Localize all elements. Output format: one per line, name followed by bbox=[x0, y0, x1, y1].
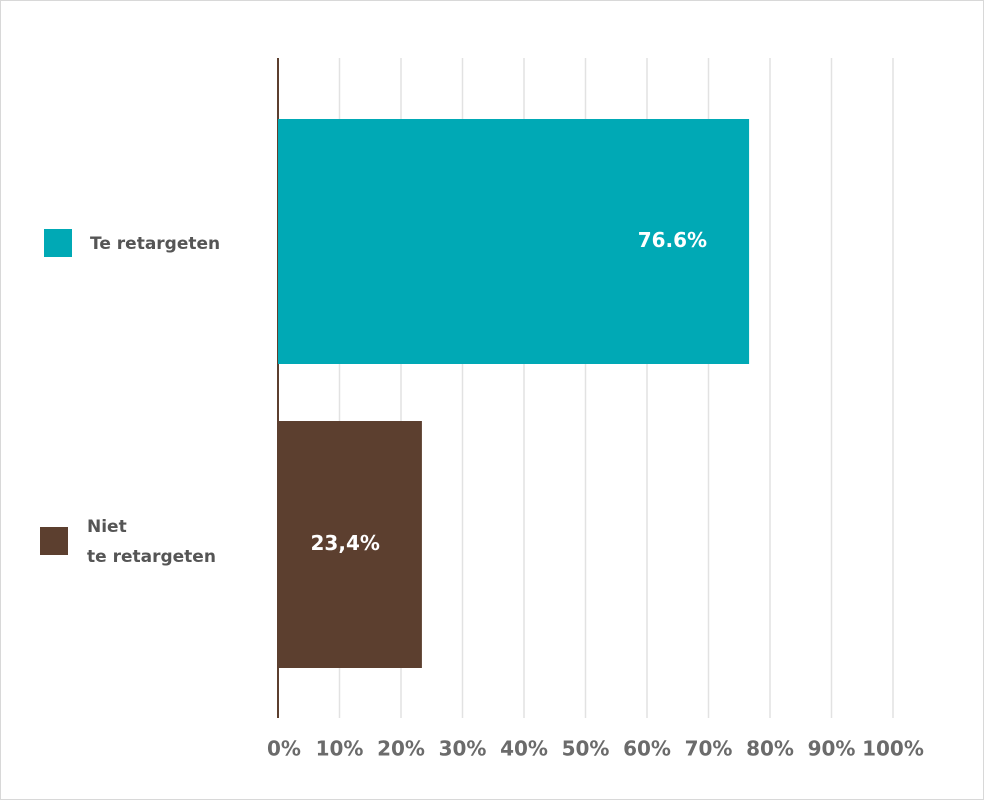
x-tick-label: 70% bbox=[685, 737, 733, 761]
x-tick-label: 10% bbox=[316, 737, 364, 761]
x-tick-label: 0% bbox=[267, 737, 301, 761]
x-tick-label: 20% bbox=[377, 737, 425, 761]
x-tick-label: 90% bbox=[808, 737, 856, 761]
label-line: te retargeten bbox=[87, 547, 216, 567]
value-label: 76.6% bbox=[638, 228, 707, 252]
x-tick-label: 80% bbox=[746, 737, 794, 761]
x-tick-label: 30% bbox=[439, 737, 487, 761]
bar bbox=[278, 421, 422, 668]
legend-swatch bbox=[40, 527, 68, 555]
legend-swatch bbox=[44, 229, 72, 257]
x-tick-label: 40% bbox=[500, 737, 548, 761]
value-label: 23,4% bbox=[311, 531, 380, 555]
x-tick-label: 60% bbox=[623, 737, 671, 761]
x-tick-label: 100% bbox=[862, 737, 924, 761]
category-label: Niet te retargeten bbox=[87, 517, 216, 567]
label-line: Niet bbox=[87, 517, 127, 537]
x-tick-label: 50% bbox=[562, 737, 610, 761]
category-label: Te retargeten bbox=[90, 234, 220, 254]
label-line: Te retargeten bbox=[90, 234, 220, 254]
bar bbox=[278, 119, 750, 364]
